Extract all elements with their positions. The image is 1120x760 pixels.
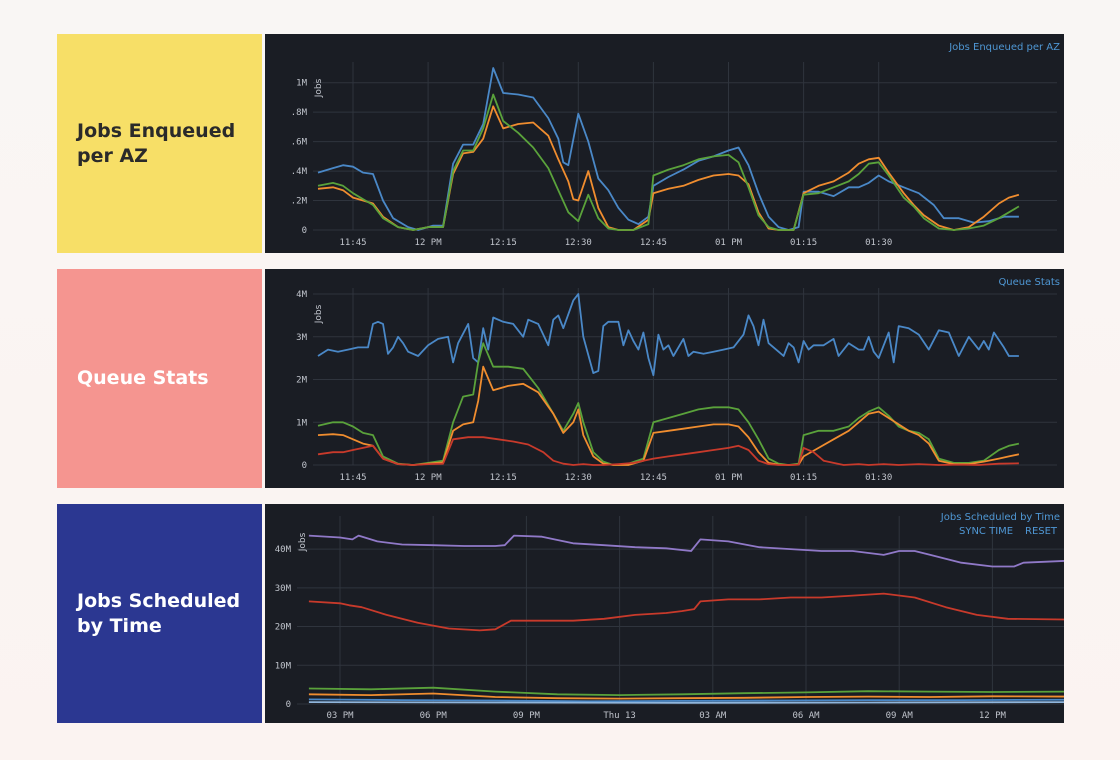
row-jobs-enqueued: Jobs Enqueued per AZ 0 .2M .4M .6M .8M 1M 11:4…: [57, 34, 1064, 253]
x-tick-label: 12 PM: [415, 473, 443, 483]
series-line-orange[interactable]: [308, 692, 1064, 700]
x-tick-label: 12:45: [640, 473, 667, 483]
panel-label-card: Jobs Scheduled by Time: [57, 504, 262, 723]
y-axis-label: Jobs: [314, 78, 324, 98]
y-tick-label: .4M: [291, 167, 308, 177]
x-tick-label: 01:30: [865, 473, 892, 483]
series-line-blue[interactable]: [317, 293, 1019, 377]
x-tick-label: 09 AM: [886, 711, 914, 721]
x-tick-label: 11:45: [339, 238, 366, 248]
chart-svg[interactable]: 0 .2M .4M .6M .8M 1M 11:45 12 PM 12:15 12:30 12:45…: [265, 34, 1064, 253]
chart-svg[interactable]: 0 10M 20M 30M 40M 03 PM 06 PM 09 PM Thu 13 03 AM 0…: [265, 504, 1064, 723]
series-line-orange[interactable]: [317, 365, 1020, 466]
legend-entry[interactable]: SYNC TIME: [959, 526, 1013, 537]
y-tick-label: 0: [302, 226, 307, 236]
x-tick-label: 12:15: [490, 473, 517, 483]
legend-entry[interactable]: RESET: [1025, 526, 1058, 537]
x-tick-label: 12:30: [565, 473, 592, 483]
chart-title: Jobs Scheduled by Time: [940, 512, 1060, 523]
x-tick-label: 12 PM: [415, 238, 443, 248]
y-tick-label: 0: [302, 461, 307, 471]
y-tick-label: 2M: [296, 376, 307, 386]
chart-title: Jobs Enqueued per AZ: [948, 42, 1060, 53]
series-line-blue[interactable]: [308, 698, 1064, 703]
series-line-red[interactable]: [317, 436, 1019, 466]
chart-jobs-enqueued[interactable]: 0 .2M .4M .6M .8M 1M 11:45 12 PM 12:15 12:30 12:45…: [265, 34, 1064, 253]
x-tick-label: 12:45: [640, 238, 667, 248]
y-axis-label: Jobs: [298, 532, 308, 552]
x-tick-label: 12 PM: [979, 711, 1007, 721]
panel-label: Queue Stats: [77, 367, 209, 389]
panel-label: Jobs Scheduled by Time: [77, 589, 241, 637]
series-line-red[interactable]: [308, 592, 1064, 632]
chart-queue-stats[interactable]: 0 1M 2M 3M 4M 11:45 12 PM 12:15 12:30 12:45 01 PM 0…: [265, 269, 1064, 488]
series-line-purple[interactable]: [308, 534, 1064, 568]
y-tick-label: 10M: [275, 661, 292, 671]
x-tick-label: 01:15: [790, 238, 817, 248]
y-tick-label: 3M: [296, 333, 307, 343]
x-tick-label: 12:30: [565, 238, 592, 248]
x-tick-label: 03 PM: [326, 711, 354, 721]
panel-label-card: Jobs Enqueued per AZ: [57, 34, 262, 253]
x-tick-label: 01 PM: [715, 238, 743, 248]
y-tick-label: 40M: [275, 545, 292, 555]
y-tick-label: .2M: [291, 197, 308, 207]
y-tick-label: 1M: [296, 418, 307, 428]
x-tick-label: 09 PM: [513, 711, 541, 721]
y-tick-label: 0: [286, 700, 291, 710]
x-tick-label: 06 AM: [792, 711, 820, 721]
series-line-lightblue[interactable]: [308, 701, 1064, 704]
x-tick-label: 11:45: [339, 473, 366, 483]
y-tick-label: 4M: [296, 290, 307, 300]
x-tick-label: 01:30: [865, 238, 892, 248]
chart-jobs-scheduled[interactable]: 0 10M 20M 30M 40M 03 PM 06 PM 09 PM Thu 13 03 AM 0…: [265, 504, 1064, 723]
y-tick-label: .6M: [291, 138, 308, 148]
series-line-blue[interactable]: [317, 67, 1019, 231]
series-line-green[interactable]: [317, 342, 1020, 466]
x-tick-label: 06 PM: [420, 711, 448, 721]
x-tick-label: 03 AM: [699, 711, 727, 721]
series-line-green[interactable]: [317, 93, 1020, 231]
y-tick-label: .8M: [291, 108, 308, 118]
row-jobs-scheduled: Jobs Scheduled by Time 0 10M 20M 30M 40M 03 P…: [57, 504, 1064, 723]
x-tick-label: 12:15: [490, 238, 517, 248]
y-tick-label: 30M: [275, 584, 292, 594]
series-line-green[interactable]: [308, 686, 1064, 696]
y-axis-label: Jobs: [314, 304, 324, 324]
row-queue-stats: Queue Stats 0 1M 2M 3M 4M 11:45 12 PM 12:15 12:3…: [57, 269, 1064, 488]
x-tick-label: 01:15: [790, 473, 817, 483]
panel-label: Jobs Enqueued per AZ: [77, 119, 236, 167]
panel-label-card: Queue Stats: [57, 269, 262, 488]
y-tick-label: 1M: [296, 79, 307, 89]
x-tick-label: Thu 13: [603, 711, 636, 721]
series-line-orange[interactable]: [317, 105, 1020, 231]
chart-svg[interactable]: 0 1M 2M 3M 4M 11:45 12 PM 12:15 12:30 12:45 01 PM 0…: [265, 269, 1064, 488]
chart-title: Queue Stats: [998, 277, 1060, 288]
y-tick-label: 20M: [275, 623, 292, 633]
x-tick-label: 01 PM: [715, 473, 743, 483]
